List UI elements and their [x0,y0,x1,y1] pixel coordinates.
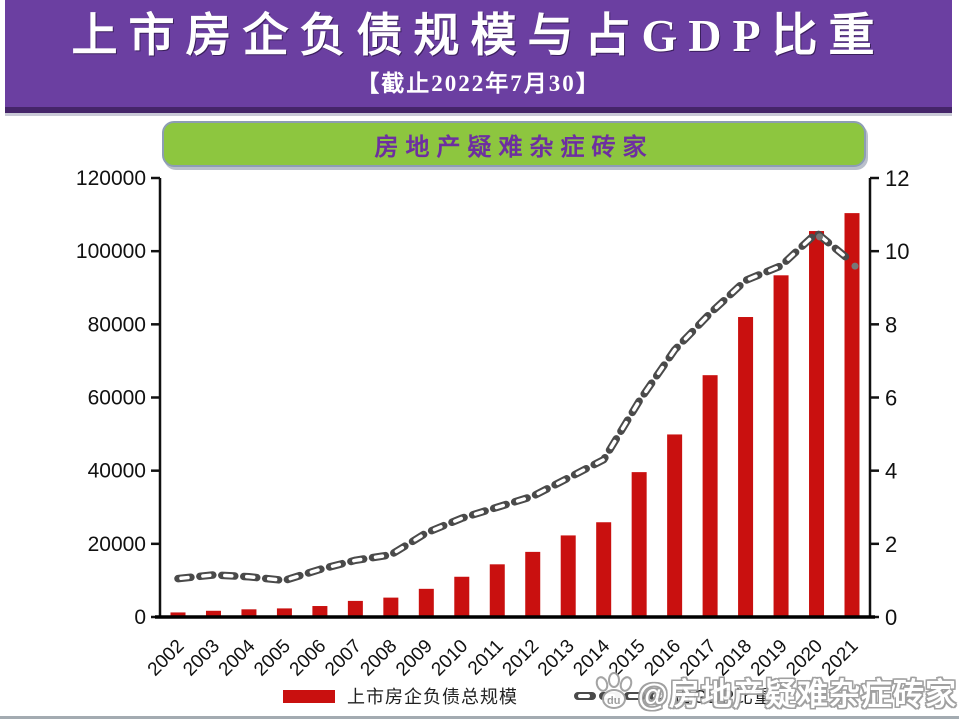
x-axis-year-label: 2011 [464,636,508,680]
x-axis-year-label: 2003 [179,636,224,681]
bar-2002 [170,612,186,617]
bar-2015 [631,472,647,617]
x-axis-year-label: 2002 [144,636,189,681]
line-marker-2020 [816,233,824,241]
right-axis-tick-label: 6 [885,386,897,411]
bottom-separator [0,716,959,719]
red-bar-swatch-icon [283,689,335,703]
right-axis-tick-label: 4 [885,459,897,484]
legend-item-debt: 上市房企负债总规模 [283,683,518,709]
right-axis-tick-label: 10 [885,239,909,264]
bar-2017 [702,375,718,617]
page-subtitle: 【截止2022年7月30】 [356,71,601,96]
bar-2013 [560,535,576,617]
x-axis-year-label: 2004 [215,635,260,680]
bar-2010 [454,576,470,617]
bar-2007 [347,600,363,617]
x-axis-year-label: 2007 [321,636,366,681]
x-axis-year-label: 2013 [534,636,579,681]
right-axis-tick-label: 2 [885,532,897,557]
left-axis-tick-label: 40000 [88,460,146,483]
x-axis-year-label: 2019 [747,636,792,681]
right-axis-tick-label: 8 [885,312,897,337]
bar-2006 [312,606,328,617]
x-axis-year-label: 2014 [569,635,614,680]
x-axis-year-label: 2009 [392,636,437,681]
bar-2012 [525,551,541,617]
right-axis-tick-label: 12 [885,166,909,191]
x-axis-year-label: 2015 [605,636,650,681]
bar-2008 [383,597,399,617]
bar-2009 [418,588,434,617]
bar-2014 [596,522,612,617]
legend-gdp-label: 占GDP比重 [674,687,774,707]
x-axis-year-label: 2021 [818,636,863,681]
x-axis-year-label: 2012 [499,636,544,681]
gdp-ratio-line [174,229,859,585]
bars-group [170,213,860,617]
left-axis: 0 20000 40000 60000 80000 100000 120000 [76,167,162,629]
left-axis-tick-label: 100000 [76,240,146,263]
x-axis-year-label: 2006 [286,636,331,681]
bar-2018 [738,317,754,617]
right-axis: 0 2 4 6 8 10 12 [868,166,909,630]
x-axis-year-label: 2016 [640,636,685,681]
dashed-line-swatch-icon [574,692,662,700]
x-axis-year-label: 2017 [676,636,721,681]
x-axis-year-label: 2018 [711,636,756,681]
bar-2004 [241,609,257,617]
left-axis-tick-label: 120000 [76,167,146,190]
chart-legend: 上市房企负债总规模 占GDP比重 [283,683,773,709]
bar-2019 [773,275,789,617]
left-axis-tick-label: 60000 [88,387,146,410]
header-banner: 上市房企负债规模与占GDP比重 【截止2022年7月30】 [5,0,952,113]
left-axis-tick-label: 80000 [88,313,146,336]
page-title: 上市房企负债规模与占GDP比重 [71,10,886,61]
bar-2003 [205,610,221,617]
x-axis: 2002200320042005200620072008200920102011… [144,615,875,681]
x-axis-year-label: 2008 [357,636,402,681]
x-axis-year-label: 2020 [782,636,827,681]
author-banner-label: 房地产疑难杂症砖家 [374,134,654,161]
bar-2005 [276,608,292,617]
author-banner: 房地产疑难杂症砖家 [162,121,866,167]
left-axis-tick-label: 20000 [88,533,146,556]
bar-2021 [844,213,860,617]
x-axis-year-label: 2010 [428,636,473,681]
left-axis-tick-label: 0 [134,606,146,629]
x-axis-year-label: 2005 [250,636,295,681]
legend-debt-label: 上市房企负债总规模 [347,687,518,707]
bar-2011 [489,564,505,617]
bar-2020 [809,231,825,617]
right-axis-tick-label: 0 [885,605,897,630]
bar-2016 [667,434,683,617]
legend-item-gdp: 占GDP比重 [574,683,773,709]
line-marker-2021 [851,262,859,270]
